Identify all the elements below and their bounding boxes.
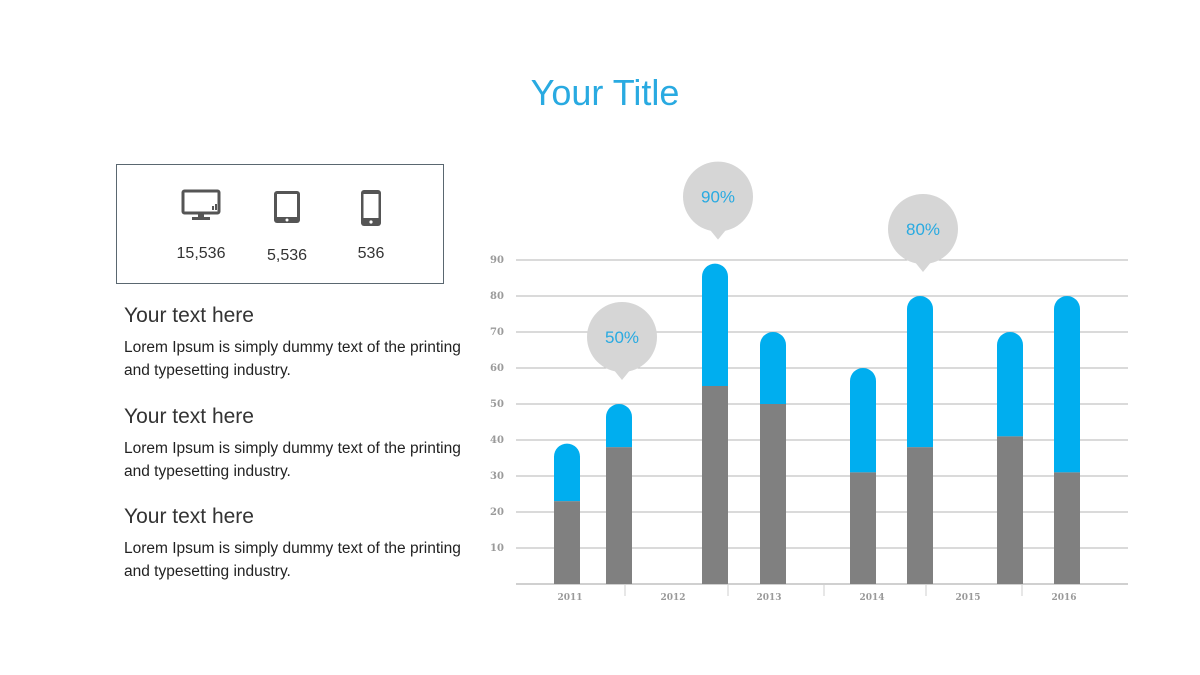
callout-bubble: 50% — [587, 302, 657, 380]
y-tick-label: 20 — [490, 507, 504, 518]
text-block-2: Your text here Lorem Ipsum is simply dum… — [124, 405, 464, 483]
callout-circle — [888, 194, 958, 264]
x-tick-label: 2012 — [660, 593, 685, 603]
text-block-body: Lorem Ipsum is simply dummy text of the … — [124, 440, 461, 480]
callout-pointer — [613, 369, 631, 380]
y-tick-label: 70 — [490, 327, 504, 338]
x-tick-label: 2015 — [955, 593, 980, 603]
callout-label: 80% — [906, 220, 940, 239]
text-block-body: Lorem Ipsum is simply dummy text of the … — [124, 540, 461, 580]
bar-top-segment — [997, 332, 1023, 437]
y-tick-label: 40 — [490, 435, 504, 446]
text-block-body: Lorem Ipsum is simply dummy text of the … — [124, 339, 461, 379]
callout-pointer — [914, 261, 932, 272]
y-tick-label: 80 — [490, 291, 504, 302]
callout-label: 50% — [605, 328, 639, 347]
bar-base-segment — [606, 447, 632, 584]
page-title: Your Title — [530, 72, 680, 113]
bar-top-segment — [850, 368, 876, 473]
callout-circle — [587, 302, 657, 372]
bar-top-segment — [1054, 296, 1080, 473]
callout-pointer — [709, 228, 727, 240]
bar-top-segment — [606, 404, 632, 448]
bar-base-segment — [850, 472, 876, 584]
y-tick-label: 90 — [490, 255, 504, 266]
phone-icon — [361, 190, 381, 226]
stat-tablet-value: 5,536 — [266, 247, 308, 264]
bar-top-segment — [702, 263, 728, 386]
text-block-heading: Your text here — [124, 505, 254, 528]
callout-label: 90% — [701, 188, 735, 207]
stat-desktop-value: 15,536 — [176, 245, 226, 262]
bar-top-segment — [907, 296, 933, 448]
x-tick-label: 2016 — [1051, 593, 1076, 603]
bar-top-segment — [554, 443, 580, 502]
monitor-icon — [181, 189, 221, 220]
stat-phone-value: 536 — [357, 245, 385, 262]
bar-base-segment — [997, 436, 1023, 584]
y-tick-label: 30 — [490, 471, 504, 482]
bar-base-segment — [702, 386, 728, 584]
bar-base-segment — [760, 404, 786, 584]
text-block-1: Your text here Lorem Ipsum is simply dum… — [124, 304, 464, 382]
text-block-3: Your text here Lorem Ipsum is simply dum… — [124, 505, 464, 583]
y-tick-label: 60 — [490, 363, 504, 374]
bar-top-segment — [760, 332, 786, 404]
x-tick-label: 2011 — [557, 593, 582, 603]
x-tick-label: 2013 — [756, 593, 781, 603]
bar-base-segment — [907, 447, 933, 584]
bar-base-segment — [554, 501, 580, 584]
callout-bubble: 80% — [888, 194, 958, 272]
y-tick-label: 50 — [490, 399, 504, 410]
text-block-heading: Your text here — [124, 405, 254, 428]
callout-circle — [683, 161, 753, 232]
x-tick-label: 2014 — [859, 593, 884, 603]
tablet-icon — [274, 191, 300, 223]
text-block-heading: Your text here — [124, 304, 254, 327]
bar-base-segment — [1054, 472, 1080, 584]
y-tick-label: 10 — [490, 543, 504, 554]
callout-bubble: 90% — [683, 161, 753, 240]
device-stats-box: 15,536 5,536 536 — [116, 164, 444, 284]
